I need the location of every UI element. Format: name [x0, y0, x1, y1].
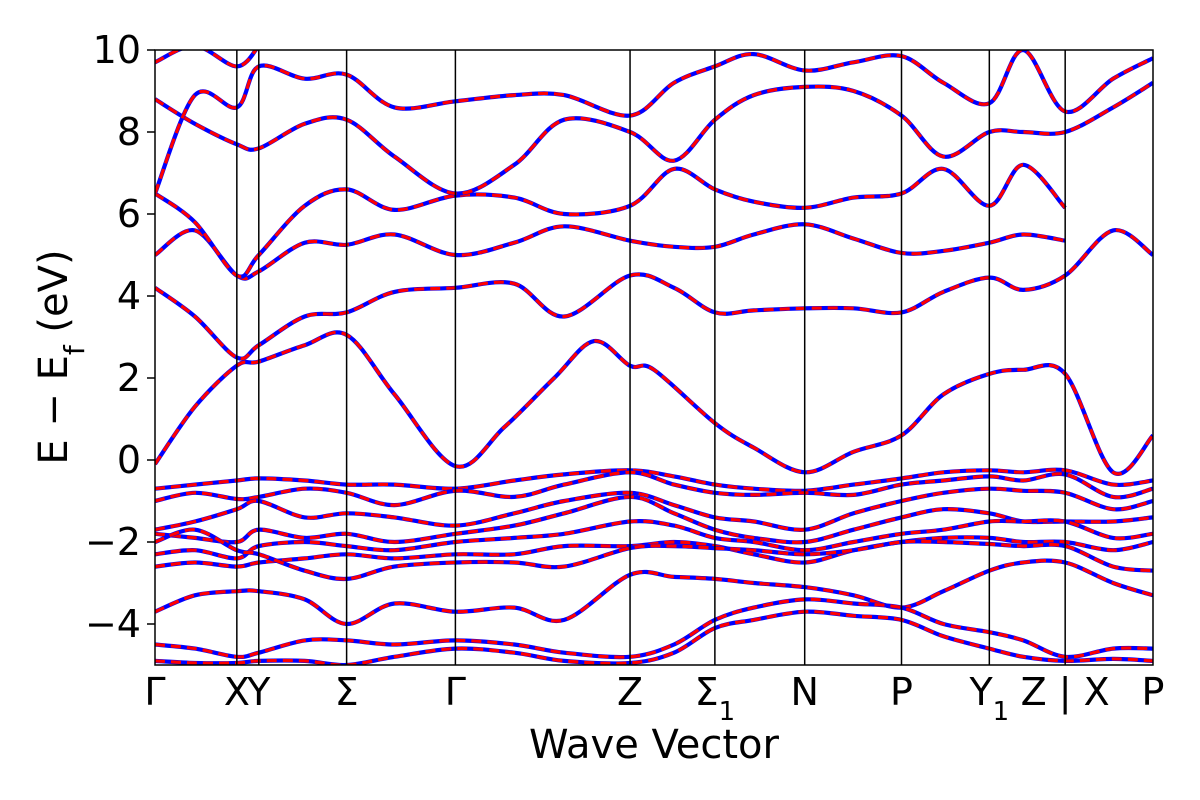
band-3-dashed: [155, 163, 1067, 279]
kpoint-label-11: P: [1142, 670, 1165, 714]
y-axis-label-unit: (eV): [31, 249, 77, 345]
band-1-solid: [155, 228, 1153, 361]
y-tick-label-5: 6: [117, 192, 141, 236]
y-tick-label-4: 4: [117, 274, 141, 318]
x-axis-label: Wave Vector: [529, 722, 780, 768]
y-tick-label-2: 0: [117, 438, 141, 482]
y-tick-label-7: 10: [93, 28, 141, 72]
band-14-dashed: [155, 597, 1153, 659]
band-4-dashed: [155, 81, 1153, 196]
kpoint-label-6: Σ1: [695, 670, 736, 727]
band-13-dashed: [155, 559, 1153, 626]
band-0-dashed: [155, 330, 1153, 476]
y-tick-label-6: 8: [117, 110, 141, 154]
band-5-dashed: [155, 50, 1153, 195]
plot-frame: [154, 49, 1154, 666]
y-tick-label-1: −2: [85, 520, 141, 564]
band-7-dashed: [155, 468, 1153, 493]
bands-layer: [155, 50, 1153, 665]
x-axis-ticks: Γ XY Σ Γ Z Σ1 N P Y1 Z | X P: [144, 670, 1164, 727]
band-6-dashed: [155, 50, 258, 68]
kpoint-label-9: Y1: [968, 670, 1009, 727]
band-8-dashed: [155, 470, 1153, 507]
kpoint-label-7: N: [790, 670, 818, 714]
kpoint-lines: [236, 50, 1066, 665]
band-14-solid: [155, 597, 1153, 660]
kpoint-label-2: Y: [246, 670, 271, 714]
y-tick-label-0: −4: [85, 602, 141, 646]
band-2-dashed: [155, 222, 1066, 281]
y-axis-ticks: −4 −2 0 2 4 6 8 10: [85, 28, 155, 646]
kpoint-label-0: Γ: [144, 670, 165, 714]
band-15-dashed: [155, 610, 1153, 665]
band-12-dashed: [155, 535, 1153, 569]
band-1-dashed: [155, 228, 1153, 361]
band-16-dashed: [155, 528, 1153, 581]
y-axis-label: E − Ef (eV): [31, 249, 91, 464]
y-axis-label-main: E − E: [31, 355, 77, 465]
kpoint-label-1: X: [224, 670, 250, 714]
band-3-solid: [155, 162, 1067, 279]
kpoint-label-8: P: [890, 670, 913, 714]
band-9-dashed: [155, 487, 1153, 532]
y-tick-label-3: 2: [117, 356, 141, 400]
kpoint-label-3: Σ: [335, 670, 359, 714]
band-10-dashed: [155, 495, 1153, 544]
kpoint-label-5: Z: [617, 670, 643, 714]
band-0-solid: [155, 330, 1153, 476]
kpoint-label-10: Z | X: [1021, 670, 1110, 715]
y-axis-label-sub: f: [58, 344, 91, 355]
band-11-dashed: [155, 518, 1153, 561]
kpoint-label-4: Γ: [445, 670, 466, 714]
